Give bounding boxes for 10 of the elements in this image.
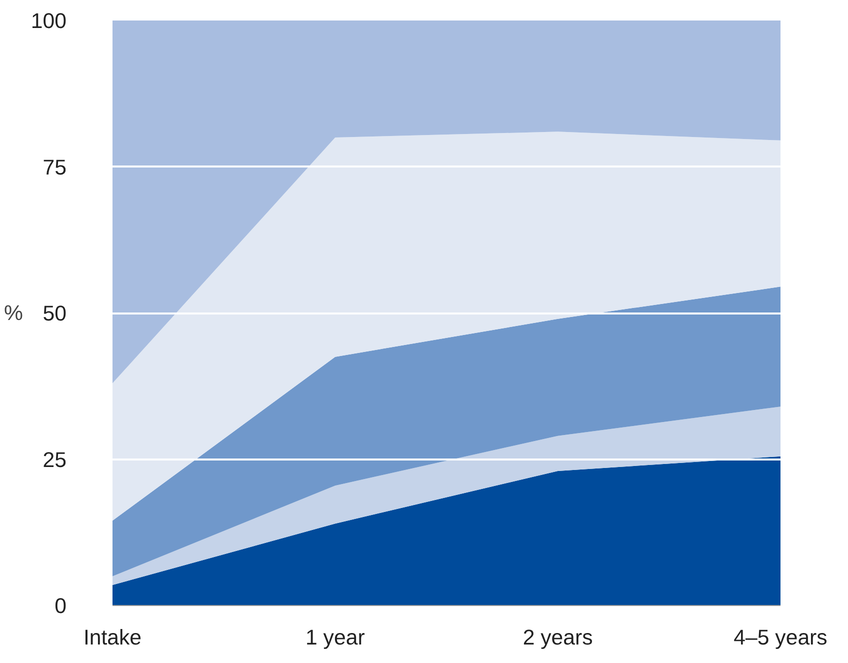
x-tick-label: 2 years (522, 626, 593, 650)
y-tick-label: 0 (54, 594, 67, 618)
y-tick-label: 50 (42, 302, 67, 326)
y-tick-label: 75 (42, 155, 67, 180)
x-tick-label: 1 year (306, 626, 365, 650)
y-tick-label: 25 (42, 448, 67, 472)
y-tick-label: 100 (30, 9, 67, 33)
y-axis-title: % (4, 301, 23, 325)
x-tick-label: 4–5 years (734, 626, 828, 650)
x-tick-label: Intake (83, 626, 142, 650)
